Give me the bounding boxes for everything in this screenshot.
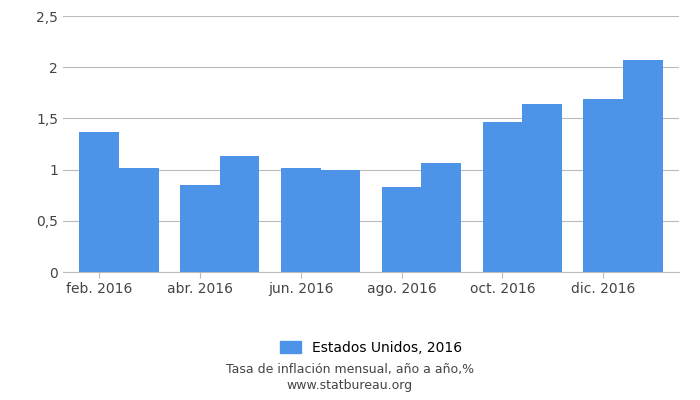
Bar bbox=[119, 168, 159, 272]
Legend: Estados Unidos, 2016: Estados Unidos, 2016 bbox=[274, 335, 468, 360]
Bar bbox=[382, 187, 421, 272]
Bar bbox=[180, 185, 220, 272]
Text: www.statbureau.org: www.statbureau.org bbox=[287, 380, 413, 392]
Bar bbox=[281, 168, 321, 272]
Bar bbox=[522, 104, 562, 272]
Bar bbox=[421, 164, 461, 272]
Text: Tasa de inflación mensual, año a año,%: Tasa de inflación mensual, año a año,% bbox=[226, 364, 474, 376]
Bar bbox=[482, 122, 522, 272]
Bar bbox=[321, 170, 360, 272]
Bar bbox=[220, 156, 260, 272]
Bar bbox=[583, 99, 623, 272]
Bar bbox=[623, 60, 663, 272]
Bar bbox=[79, 132, 119, 272]
